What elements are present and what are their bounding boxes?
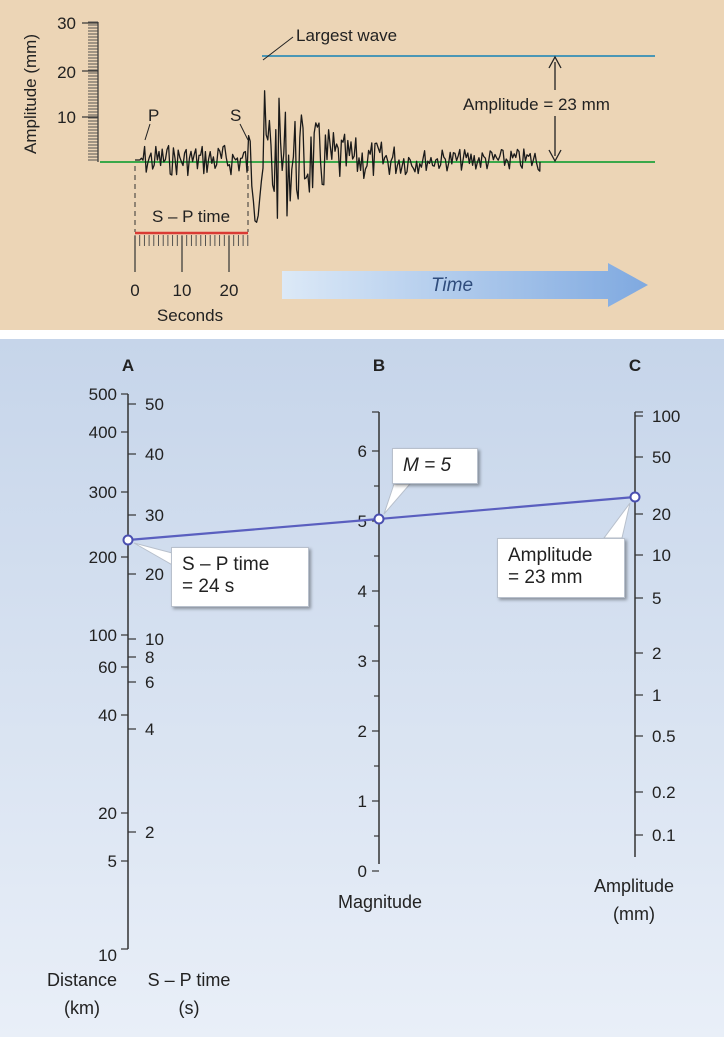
magnitude-tick-label-1: 1 — [358, 792, 367, 811]
distance-tick-label-300: 300 — [89, 483, 117, 502]
distance-tick-label-20: 20 — [98, 804, 117, 823]
magnitude-tick-label-3: 3 — [358, 652, 367, 671]
amplitude-arrow-head-top — [548, 55, 562, 69]
point-amplitude — [629, 491, 641, 503]
distance-tick-label-5: 5 — [108, 852, 117, 871]
amplitude-arrow-head-bottom — [548, 149, 562, 163]
callout-amp-line-1: Amplitude — [508, 545, 593, 566]
sp-tick-label-2: 2 — [145, 823, 154, 842]
sp-tick-label-6: 6 — [145, 673, 154, 692]
distance-tick-label-40: 40 — [98, 706, 117, 725]
distance-axis-unit: (km) — [64, 998, 100, 1018]
scale-a-header: A — [122, 356, 134, 375]
magnitude-axis-title: Magnitude — [338, 892, 422, 912]
distance-tick-label-60: 60 — [98, 658, 117, 677]
point-magnitude — [373, 513, 385, 525]
amplitude-ruler — [88, 21, 99, 162]
amplitude-tick-label-20: 20 — [652, 505, 671, 524]
sp-tick-label-40: 40 — [145, 445, 164, 464]
amplitude-tick-label-0.5: 0.5 — [652, 727, 676, 746]
amplitude-axis-title: Amplitude — [594, 876, 674, 896]
sp-tick-label-4: 4 — [145, 720, 154, 739]
amplitude-tick-label-2: 2 — [652, 644, 661, 663]
x-tick-20: 20 — [220, 281, 239, 300]
point-sp-time — [122, 534, 134, 546]
sp-tick-label-20: 20 — [145, 565, 164, 584]
y-tick-10: 10 — [57, 108, 76, 127]
distance-tick-label-500: 500 — [89, 385, 117, 404]
time-arrow — [282, 263, 648, 307]
largest-wave-label: Largest wave — [296, 26, 397, 45]
amplitude-tick-label-0.1: 0.1 — [652, 826, 676, 845]
magnitude-tick-label-4: 4 — [358, 582, 367, 601]
sp-tick-label-10: 10 — [145, 630, 164, 649]
magnitude-minor-ticks — [372, 450, 379, 872]
sp-axis-unit: (s) — [179, 998, 200, 1018]
distance-tick-label-400: 400 — [89, 423, 117, 442]
magnitude-tick-label-0: 0 — [358, 862, 367, 881]
seismogram-trace — [135, 90, 541, 223]
seconds-ruler — [134, 235, 249, 246]
callout-amp-line-2: = 23 mm — [508, 567, 583, 588]
callout-m-text: M = 5 — [403, 455, 452, 476]
sp-axis-title: S – P time — [148, 970, 231, 990]
callout-sp-line-2: = 24 s — [182, 576, 235, 597]
distance-axis-title: Distance — [47, 970, 117, 990]
amplitude-ticks — [635, 415, 643, 836]
callout-sp-time: S – P time = 24 s — [171, 547, 309, 607]
callout-sp-line-1: S – P time — [182, 554, 270, 575]
y-axis-label: Amplitude (mm) — [21, 34, 40, 154]
scale-b-header: B — [373, 356, 385, 375]
amplitude-tick-label-1: 1 — [652, 686, 661, 705]
callout-m-pointer — [383, 483, 412, 515]
x-tick-0: 0 — [130, 281, 139, 300]
callout-amp-pointer — [603, 502, 631, 539]
magnitude-tick-label-2: 2 — [358, 722, 367, 741]
amplitude-tick-label-0.2: 0.2 — [652, 783, 676, 802]
x-axis-label: Seconds — [157, 306, 223, 325]
seismogram-svg: Amplitude (mm) 30 20 10 P S Largest wave… — [21, 14, 655, 325]
sp-time-label: S – P time — [152, 207, 230, 226]
amplitude-tick-label-10: 10 — [652, 546, 671, 565]
largest-wave-pointer — [262, 36, 294, 61]
distance-ticks — [121, 393, 128, 950]
amplitude-tick-label-100: 100 — [652, 407, 680, 426]
s-wave-label: S — [230, 106, 241, 125]
callout-amplitude: Amplitude = 23 mm — [497, 538, 625, 598]
magnitude-tick-label-6: 6 — [358, 442, 367, 461]
p-wave-label: P — [148, 106, 159, 125]
x-tick-10: 10 — [173, 281, 192, 300]
amplitude-label-bg — [460, 90, 650, 116]
time-label: Time — [431, 275, 473, 296]
sp-tick-label-50: 50 — [145, 395, 164, 414]
y-tick-30: 30 — [57, 14, 76, 33]
amplitude-tick-label-50: 50 — [652, 448, 671, 467]
amplitude-axis-unit: (mm) — [613, 904, 655, 924]
amplitude-label: Amplitude = 23 mm — [463, 95, 610, 114]
nomogram-svg: A B C 500 400 300 200 100 60 40 20 5 10 — [47, 356, 680, 1018]
y-tick-20: 20 — [57, 63, 76, 82]
sp-time-ticks — [128, 403, 136, 833]
amplitude-tick-label-5: 5 — [652, 589, 661, 608]
callout-magnitude: M = 5 — [392, 448, 478, 484]
seismogram-panel: Amplitude (mm) 30 20 10 P S Largest wave… — [0, 0, 724, 330]
sp-tick-label-8: 8 — [145, 648, 154, 667]
distance-tick-label-200: 200 — [89, 548, 117, 567]
sp-tick-label-30: 30 — [145, 506, 164, 525]
callout-sp-pointer — [133, 542, 177, 568]
p-wave-pointer — [144, 123, 151, 141]
scale-c-header: C — [629, 356, 641, 375]
s-wave-pointer — [239, 123, 249, 141]
distance-tick-label-100: 100 — [89, 626, 117, 645]
distance-tick-label-10: 10 — [98, 946, 117, 965]
nomogram-panel: A B C 500 400 300 200 100 60 40 20 5 10 — [0, 339, 724, 1037]
